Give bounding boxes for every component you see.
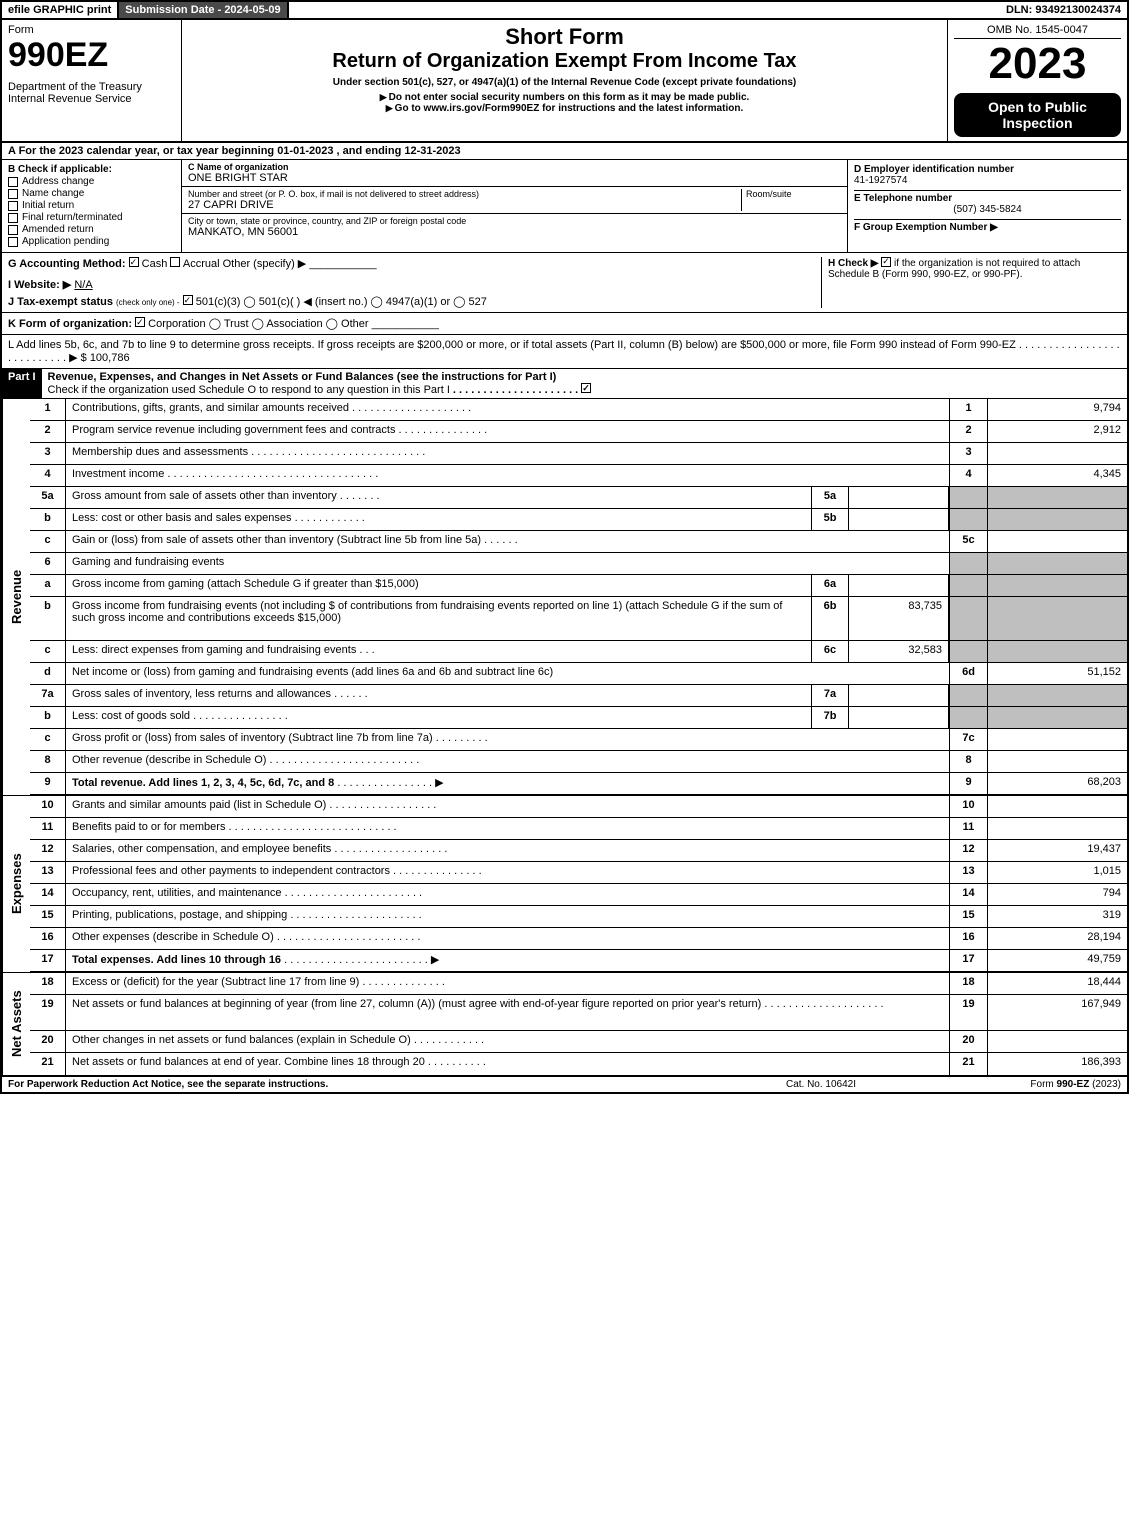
goto-link[interactable]: Go to www.irs.gov/Form990EZ for instruct… bbox=[188, 103, 941, 114]
form-rev: Form 990-EZ (2023) bbox=[921, 1079, 1121, 1090]
line15-amount: 319 bbox=[987, 906, 1127, 927]
cat-no: Cat. No. 10642I bbox=[721, 1079, 921, 1090]
info-grid: B Check if applicable: Address change Na… bbox=[0, 160, 1129, 253]
i-label: I Website: ▶ bbox=[8, 279, 71, 291]
website-value: N/A bbox=[74, 279, 92, 291]
check-pending[interactable]: Application pending bbox=[8, 236, 175, 247]
l-block: L Add lines 5b, 6c, and 7b to line 9 to … bbox=[0, 335, 1129, 369]
b-label: B Check if applicable: bbox=[8, 164, 175, 175]
line14-amount: 794 bbox=[987, 884, 1127, 905]
l-amount: $ 100,786 bbox=[81, 352, 130, 364]
line17-amount: 49,759 bbox=[987, 950, 1127, 971]
top-bar: efile GRAPHIC print Submission Date - 20… bbox=[0, 0, 1129, 20]
org-name: ONE BRIGHT STAR bbox=[188, 172, 841, 184]
part1-title: Revenue, Expenses, and Changes in Net As… bbox=[48, 371, 557, 383]
check-corp[interactable] bbox=[135, 317, 145, 327]
line2-amount: 2,912 bbox=[987, 421, 1127, 442]
accounting-block: G Accounting Method: Cash Accrual Other … bbox=[0, 253, 1129, 313]
k-label: K Form of organization: bbox=[8, 318, 132, 330]
dln-label: DLN: 93492130024374 bbox=[1000, 2, 1127, 18]
line16-amount: 28,194 bbox=[987, 928, 1127, 949]
header: Form 990EZ Department of the Treasury In… bbox=[0, 20, 1129, 143]
c-label: C Name of organization bbox=[188, 162, 841, 172]
line1-amount: 9,794 bbox=[987, 399, 1127, 420]
line6d-amount: 51,152 bbox=[987, 663, 1127, 684]
j-label: J Tax-exempt status bbox=[8, 296, 113, 308]
line21-amount: 186,393 bbox=[987, 1053, 1127, 1075]
l-text: L Add lines 5b, 6c, and 7b to line 9 to … bbox=[8, 339, 1016, 351]
ein-value: 41-1927574 bbox=[854, 175, 1121, 186]
phone-value: (507) 345-5824 bbox=[854, 204, 1121, 215]
street-address: 27 CAPRI DRIVE bbox=[188, 199, 741, 211]
e-label: E Telephone number bbox=[854, 190, 1121, 204]
check-accrual[interactable] bbox=[170, 257, 180, 267]
line3-amount bbox=[987, 443, 1127, 464]
check-final[interactable]: Final return/terminated bbox=[8, 212, 175, 223]
open-public-badge: Open to Public Inspection bbox=[954, 93, 1121, 137]
line6c-subval: 32,583 bbox=[849, 641, 949, 662]
part1-check: Check if the organization used Schedule … bbox=[48, 384, 450, 396]
addr-label: Number and street (or P. O. box, if mail… bbox=[188, 189, 741, 199]
expenses-side-label: Expenses bbox=[2, 796, 30, 972]
ssn-warning: Do not enter social security numbers on … bbox=[188, 92, 941, 103]
tax-year: 2023 bbox=[954, 39, 1121, 89]
d-label: D Employer identification number bbox=[854, 164, 1121, 175]
form-label: Form bbox=[8, 24, 175, 36]
irs-label: Internal Revenue Service bbox=[8, 93, 175, 105]
section-a: A For the 2023 calendar year, or tax yea… bbox=[0, 143, 1129, 160]
check-address[interactable]: Address change bbox=[8, 176, 175, 187]
subtitle: Under section 501(c), 527, or 4947(a)(1)… bbox=[188, 77, 941, 88]
line6b-subval: 83,735 bbox=[849, 597, 949, 640]
dept-label: Department of the Treasury bbox=[8, 81, 175, 93]
omb-number: OMB No. 1545-0047 bbox=[954, 24, 1121, 39]
netassets-side-label: Net Assets bbox=[2, 973, 30, 1075]
check-name[interactable]: Name change bbox=[8, 188, 175, 199]
check-cash[interactable] bbox=[129, 257, 139, 267]
part1-header: Part I Revenue, Expenses, and Changes in… bbox=[0, 369, 1129, 399]
line12-amount: 19,437 bbox=[987, 840, 1127, 861]
line4-amount: 4,345 bbox=[987, 465, 1127, 486]
line9-amount: 68,203 bbox=[987, 773, 1127, 794]
k-block: K Form of organization: Corporation ◯ Tr… bbox=[0, 313, 1129, 335]
check-501c3[interactable] bbox=[183, 295, 193, 305]
revenue-side-label: Revenue bbox=[2, 399, 30, 795]
city-label: City or town, state or province, country… bbox=[188, 216, 841, 226]
paperwork-notice: For Paperwork Reduction Act Notice, see … bbox=[8, 1079, 721, 1090]
check-h[interactable] bbox=[881, 257, 891, 267]
line5c-amount bbox=[987, 531, 1127, 552]
line19-amount: 167,949 bbox=[987, 995, 1127, 1030]
efile-label: efile GRAPHIC print bbox=[2, 2, 119, 18]
g-label: G Accounting Method: bbox=[8, 258, 126, 270]
return-title: Return of Organization Exempt From Incom… bbox=[188, 50, 941, 73]
form-number: 990EZ bbox=[8, 36, 175, 75]
short-form-title: Short Form bbox=[188, 24, 941, 50]
h-label: H Check ▶ bbox=[828, 258, 878, 269]
check-part1[interactable] bbox=[581, 383, 591, 393]
line13-amount: 1,015 bbox=[987, 862, 1127, 883]
check-amended[interactable]: Amended return bbox=[8, 224, 175, 235]
check-initial[interactable]: Initial return bbox=[8, 200, 175, 211]
footer: For Paperwork Reduction Act Notice, see … bbox=[0, 1077, 1129, 1094]
part1-label: Part I bbox=[2, 369, 42, 398]
room-label: Room/suite bbox=[741, 189, 841, 211]
line18-amount: 18,444 bbox=[987, 973, 1127, 994]
city-state-zip: MANKATO, MN 56001 bbox=[188, 226, 841, 238]
f-label: F Group Exemption Number ▶ bbox=[854, 219, 1121, 233]
submission-date: Submission Date - 2024-05-09 bbox=[119, 2, 288, 18]
